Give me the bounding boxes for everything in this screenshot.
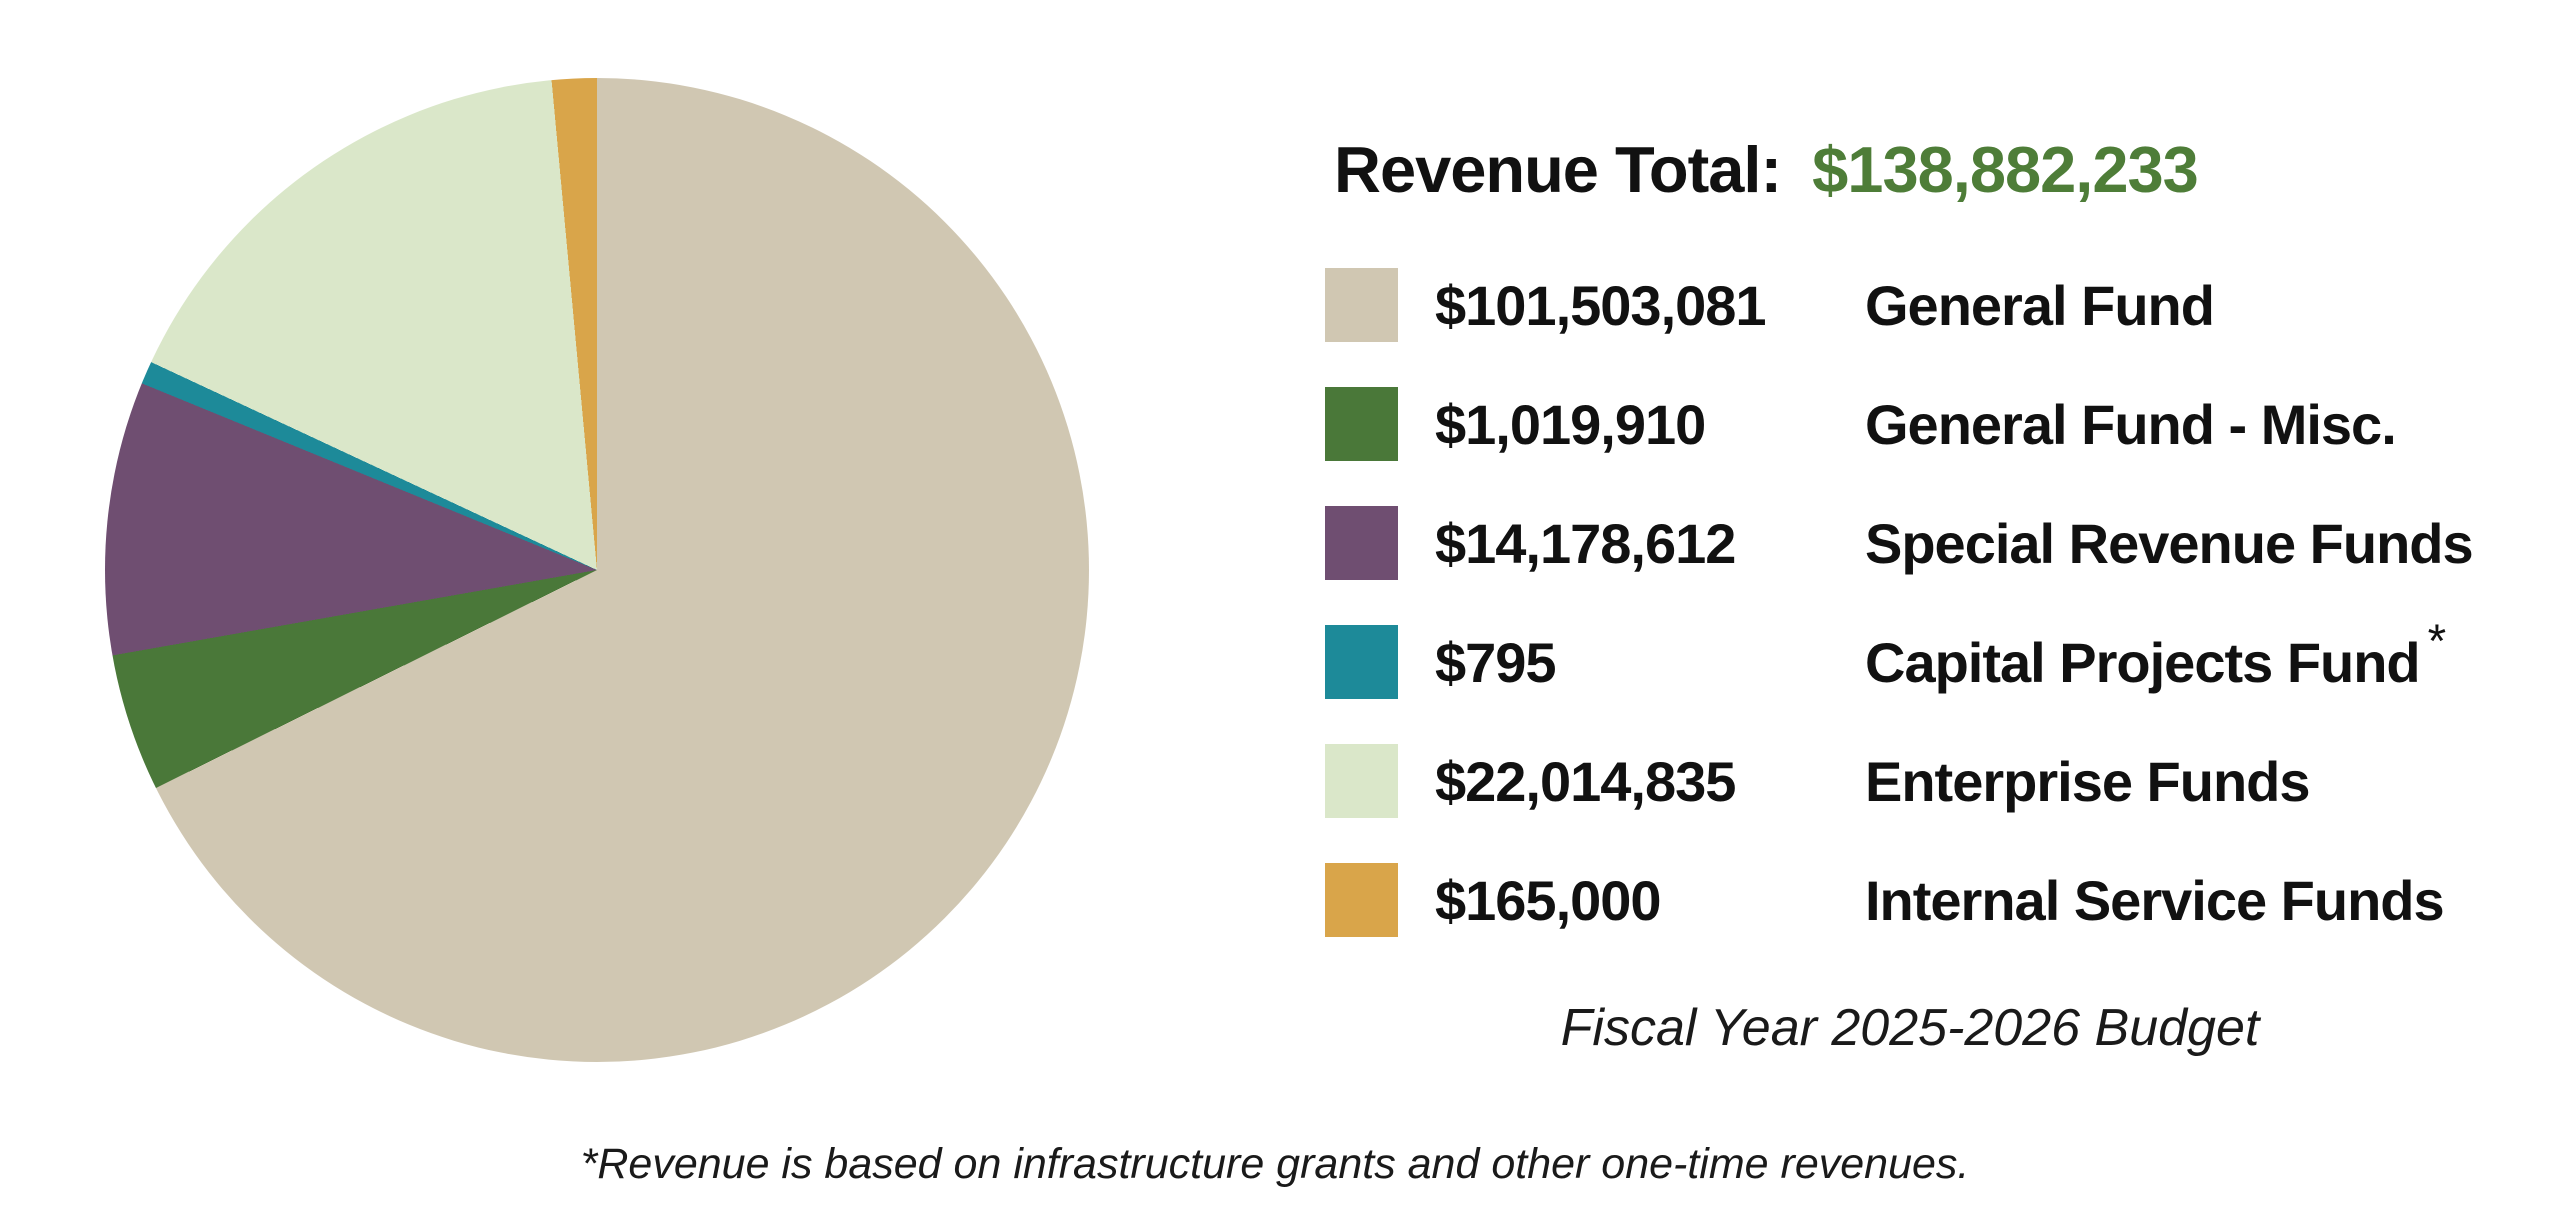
legend-amount: $22,014,835 bbox=[1435, 749, 1736, 813]
legend: $101,503,081 General Fund $1,019,910 Gen… bbox=[1325, 268, 2481, 937]
footnote: *Revenue is based on infrastructure gran… bbox=[580, 1140, 1970, 1188]
legend-amount: $101,503,081 bbox=[1435, 273, 1767, 337]
title-label: Revenue Total: bbox=[1334, 133, 1782, 206]
legend-label: General Fund bbox=[1865, 273, 2222, 338]
legend-label-text: Enterprise Funds bbox=[1865, 749, 2311, 813]
legend-swatch-special-revenue-funds bbox=[1325, 506, 1398, 580]
legend-label: Internal Service Funds bbox=[1865, 868, 2452, 933]
legend-row-special-revenue-funds: $14,178,612 Special Revenue Funds bbox=[1325, 506, 2481, 580]
legend-label: Special Revenue Funds bbox=[1865, 511, 2481, 576]
legend-label: Capital Projects Fund * bbox=[1865, 615, 2446, 695]
legend-label-text: Capital Projects Fund bbox=[1865, 630, 2421, 694]
legend-swatch-general-fund-misc bbox=[1325, 387, 1398, 461]
title-value: $138,882,233 bbox=[1812, 133, 2199, 206]
legend-amount: $1,019,910 bbox=[1435, 392, 1706, 456]
page-title: Revenue Total: $138,882,233 bbox=[1334, 132, 2199, 207]
legend-label-text: General Fund bbox=[1865, 273, 2215, 337]
legend-swatch-capital-projects-fund bbox=[1325, 625, 1398, 699]
legend-label: General Fund - Misc. bbox=[1865, 392, 2404, 457]
legend-superscript-asterisk: * bbox=[2427, 614, 2447, 668]
pie-chart bbox=[105, 78, 1089, 1062]
legend-label-text: Internal Service Funds bbox=[1865, 868, 2445, 932]
legend-amount: $14,178,612 bbox=[1435, 511, 1736, 575]
legend-row-general-fund-misc: $1,019,910 General Fund - Misc. bbox=[1325, 387, 2481, 461]
legend-row-capital-projects-fund: $795 Capital Projects Fund * bbox=[1325, 615, 2481, 699]
legend-amount: $795 bbox=[1435, 630, 1557, 694]
legend-label-text: Special Revenue Funds bbox=[1865, 511, 2474, 575]
legend-row-internal-service-funds: $165,000 Internal Service Funds bbox=[1325, 863, 2481, 937]
legend-amount: $165,000 bbox=[1435, 868, 1662, 932]
legend-row-general-fund: $101,503,081 General Fund bbox=[1325, 268, 2481, 342]
fiscal-year-caption: Fiscal Year 2025-2026 Budget bbox=[1560, 999, 2260, 1057]
legend-label-text: General Fund - Misc. bbox=[1865, 392, 2397, 456]
legend-swatch-general-fund bbox=[1325, 268, 1398, 342]
legend-swatch-enterprise-funds bbox=[1325, 744, 1398, 818]
legend-label: Enterprise Funds bbox=[1865, 749, 2318, 814]
legend-swatch-internal-service-funds bbox=[1325, 863, 1398, 937]
legend-row-enterprise-funds: $22,014,835 Enterprise Funds bbox=[1325, 744, 2481, 818]
